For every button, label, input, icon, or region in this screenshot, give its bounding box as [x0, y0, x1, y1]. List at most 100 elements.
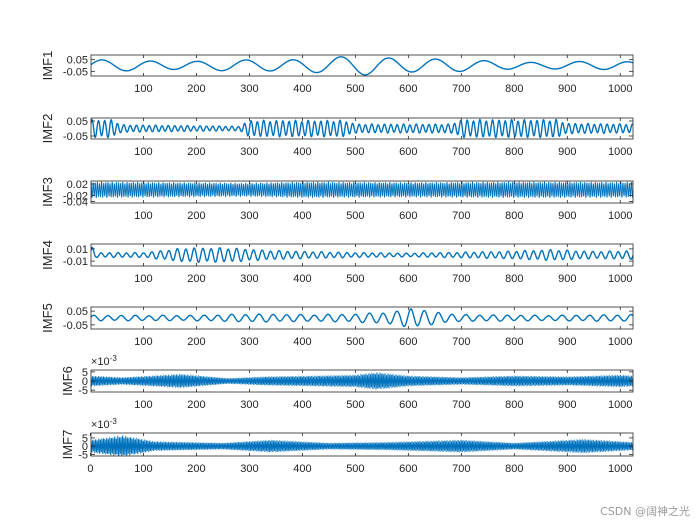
imf2-xtick-label: 900 — [558, 146, 576, 158]
imf2-xtick-label: 800 — [505, 146, 523, 158]
imf2-xtick-label: 700 — [452, 146, 470, 158]
imf7-xtick-label: 800 — [505, 463, 523, 475]
imf2-ylabel: IMF2 — [40, 114, 55, 144]
imf1-xtick-label: 400 — [293, 83, 311, 95]
imf3-ylabel: IMF3 — [40, 177, 55, 207]
imf7-xtick-label: 400 — [293, 463, 311, 475]
imf5-xtick-label: 800 — [505, 336, 523, 348]
imf4-xtick-label: 200 — [187, 273, 205, 285]
imf3-ytick-label: -0.02 — [63, 191, 88, 203]
imf4-xtick-label: 100 — [134, 273, 152, 285]
imf4-xtick-label: 500 — [346, 273, 364, 285]
imf5-ylabel: IMF5 — [40, 303, 55, 333]
imf5-xtick-label: 100 — [134, 336, 152, 348]
imf4-xtick-label: 300 — [240, 273, 258, 285]
imf2-xtick-label: 600 — [399, 146, 417, 158]
imf4-xtick-label: 1000 — [608, 273, 632, 285]
imf5-xtick-label: 400 — [293, 336, 311, 348]
imf5-xtick-label: 700 — [452, 336, 470, 348]
imf7-xtick-label: 100 — [134, 463, 152, 475]
imf5-xtick-label: 300 — [240, 336, 258, 348]
imf6-xtick-label: 900 — [558, 399, 576, 411]
imf3-xtick-label: 900 — [558, 210, 576, 222]
imf4-ytick-label: -0.01 — [63, 256, 88, 268]
imf5-xtick-label: 1000 — [608, 336, 632, 348]
imf7-axes-box — [90, 432, 634, 457]
imf1-xtick-label: 1000 — [608, 83, 632, 95]
imf6-ytick-label: 5 — [82, 367, 88, 379]
imf7-ytick-label: 5 — [82, 433, 88, 445]
imf1-xtick-label: 900 — [558, 83, 576, 95]
imf2-xtick-label: 300 — [240, 146, 258, 158]
imf4-xtick-label: 400 — [293, 273, 311, 285]
imf3-xtick-label: 100 — [134, 210, 152, 222]
imf3-ytick-label: 0.02 — [67, 179, 88, 191]
imf7-xtick-label: 300 — [240, 463, 258, 475]
imf7-ytick-label: 0 — [82, 441, 88, 453]
imf5-series-line — [91, 308, 633, 328]
imf6-xtick-label: 200 — [187, 399, 205, 411]
imf4-ylabel: IMF4 — [40, 240, 55, 270]
imf4-xtick-label: 600 — [399, 273, 417, 285]
imf6-ytick-label: -5 — [78, 385, 88, 397]
imf6-xtick-label: 700 — [452, 399, 470, 411]
imf5-xtick-label: 500 — [346, 336, 364, 348]
imf2-xtick-label: 400 — [293, 146, 311, 158]
imf3-axes-box — [90, 180, 634, 204]
imf1-ytick-label: -0.05 — [63, 66, 88, 78]
imf2-xtick-label: 1000 — [608, 146, 632, 158]
imf6-exponent-label: ×10-3 — [91, 354, 117, 368]
imf2-ytick-label: -0.05 — [63, 131, 88, 143]
imf6-xtick-label: 400 — [293, 399, 311, 411]
imf2-axes-box — [90, 117, 634, 140]
imf6-xtick-label: 500 — [346, 399, 364, 411]
imf2-series-line — [91, 118, 633, 139]
imf4-xtick-label: 900 — [558, 273, 576, 285]
imf6-xtick-label: 300 — [240, 399, 258, 411]
imf1-ylabel: IMF1 — [40, 51, 55, 81]
imf4-axes-box — [90, 243, 634, 267]
imf3-xtick-label: 500 — [346, 210, 364, 222]
imf5-xtick-label: 600 — [399, 336, 417, 348]
imf7-exponent-label: ×10-3 — [91, 417, 117, 431]
imf6-xtick-label: 100 — [134, 399, 152, 411]
imf7-xtick-label: 0 — [87, 463, 93, 475]
imf7-series-line — [91, 434, 633, 456]
imf2-xtick-label: 500 — [346, 146, 364, 158]
imf1-xtick-label: 800 — [505, 83, 523, 95]
imf4-xtick-label: 700 — [452, 273, 470, 285]
imf6-ytick-label: 0 — [82, 376, 88, 388]
imf3-xtick-label: 800 — [505, 210, 523, 222]
imf1-xtick-label: 600 — [399, 83, 417, 95]
imf1-series-line — [91, 56, 633, 76]
watermark: CSDN @阔神之光 — [600, 505, 690, 518]
imf1-xtick-label: 700 — [452, 83, 470, 95]
imf2-ytick-label: 0.05 — [67, 116, 88, 128]
imf3-series-line — [91, 181, 633, 199]
imf6-xtick-label: 800 — [505, 399, 523, 411]
imf7-xtick-label: 200 — [187, 463, 205, 475]
imf1-ytick-label: 0.05 — [67, 55, 88, 67]
imf1-axes-box — [90, 54, 634, 77]
imf5-xtick-label: 200 — [187, 336, 205, 348]
imf5-xtick-label: 900 — [558, 336, 576, 348]
imf7-ylabel: IMF7 — [60, 430, 75, 460]
imf7-xtick-label: 500 — [346, 463, 364, 475]
imf3-xtick-label: 700 — [452, 210, 470, 222]
imf1-xtick-label: 200 — [187, 83, 205, 95]
imf3-xtick-label: 1000 — [608, 210, 632, 222]
imf7-xtick-label: 1000 — [608, 463, 632, 475]
imf7-xtick-label: 900 — [558, 463, 576, 475]
imf6-series-line — [91, 371, 633, 391]
imf3-xtick-label: 300 — [240, 210, 258, 222]
imf5-axes-box — [90, 306, 634, 330]
imf4-xtick-label: 800 — [505, 273, 523, 285]
imf1-xtick-label: 100 — [134, 83, 152, 95]
imf5-ytick-label: 0.05 — [67, 306, 88, 318]
imf7-xtick-label: 600 — [399, 463, 417, 475]
imf6-ylabel: IMF6 — [60, 366, 75, 396]
imf1-xtick-label: 500 — [346, 83, 364, 95]
imf6-xtick-label: 600 — [399, 399, 417, 411]
imf3-xtick-label: 600 — [399, 210, 417, 222]
